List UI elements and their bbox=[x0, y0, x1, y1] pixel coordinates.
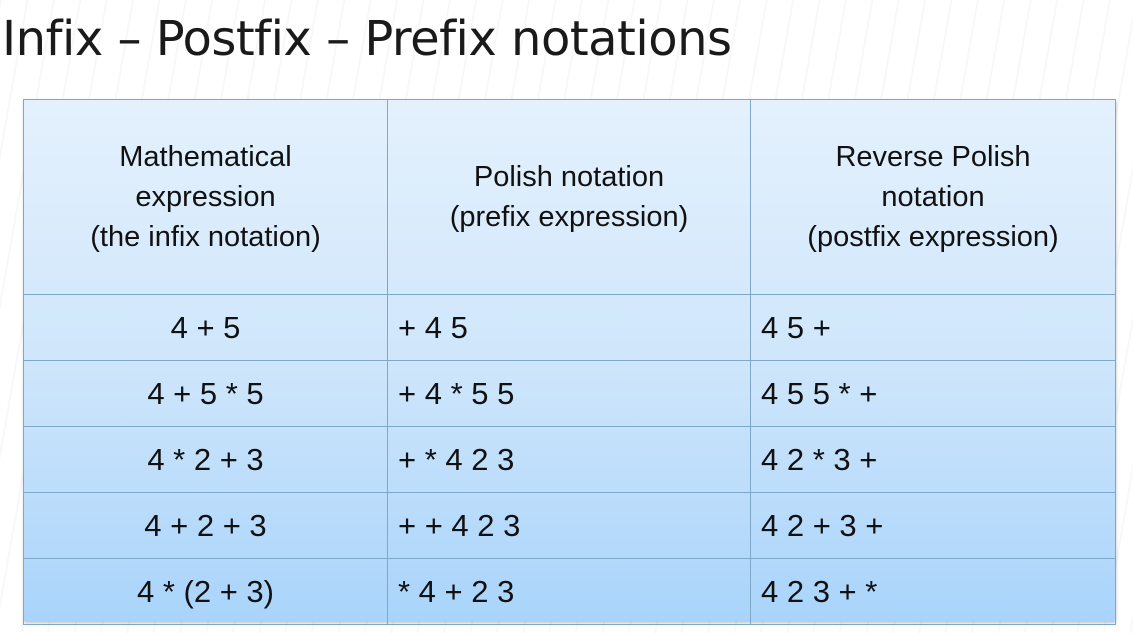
table-row: 4 * 2 + 3 + * 4 2 3 4 2 * 3 + bbox=[23, 426, 1116, 493]
postfix-cell: 4 5 + bbox=[750, 294, 1116, 361]
slide-title: Infix – Postfix – Prefix notations bbox=[2, 11, 732, 67]
header-postfix-line: notation bbox=[881, 181, 985, 213]
header-postfix-line: (postfix expression) bbox=[807, 221, 1059, 253]
header-postfix: Reverse Polish notation (postfix express… bbox=[750, 99, 1116, 295]
header-prefix: Polish notation (prefix expression) bbox=[387, 99, 751, 295]
header-infix-line: Mathematical bbox=[119, 141, 292, 173]
prefix-cell: + 4 * 5 5 bbox=[387, 360, 751, 427]
notation-table-container: Mathematical expression (the infix notat… bbox=[23, 99, 1116, 625]
infix-cell: 4 * (2 + 3) bbox=[23, 558, 388, 625]
table-row: 4 + 2 + 3 + + 4 2 3 4 2 + 3 + bbox=[23, 492, 1116, 559]
table-row: 4 + 5 + 4 5 4 5 + bbox=[23, 294, 1116, 361]
prefix-cell: * 4 + 2 3 bbox=[387, 558, 751, 625]
postfix-cell: 4 2 3 + * bbox=[750, 558, 1116, 625]
header-prefix-line: (prefix expression) bbox=[449, 201, 689, 233]
infix-cell: 4 + 2 + 3 bbox=[23, 492, 388, 559]
table-row: 4 + 5 * 5 + 4 * 5 5 4 5 5 * + bbox=[23, 360, 1116, 427]
prefix-cell: + * 4 2 3 bbox=[387, 426, 751, 493]
prefix-cell: + + 4 2 3 bbox=[387, 492, 751, 559]
postfix-cell: 4 2 * 3 + bbox=[750, 426, 1116, 493]
header-infix-line: (the infix notation) bbox=[90, 221, 321, 253]
header-infix-line: expression bbox=[135, 181, 276, 213]
infix-cell: 4 + 5 * 5 bbox=[23, 360, 388, 427]
postfix-cell: 4 5 5 * + bbox=[750, 360, 1116, 427]
header-prefix-line: Polish notation bbox=[473, 161, 665, 193]
notation-table: Mathematical expression (the infix notat… bbox=[23, 99, 1116, 625]
table-row: 4 * (2 + 3) * 4 + 2 3 4 2 3 + * bbox=[23, 558, 1116, 625]
table-header-row: Mathematical expression (the infix notat… bbox=[23, 99, 1116, 295]
header-postfix-line: Reverse Polish bbox=[835, 141, 1031, 173]
infix-cell: 4 * 2 + 3 bbox=[23, 426, 388, 493]
prefix-cell: + 4 5 bbox=[387, 294, 751, 361]
postfix-cell: 4 2 + 3 + bbox=[750, 492, 1116, 559]
header-infix: Mathematical expression (the infix notat… bbox=[23, 99, 388, 295]
infix-cell: 4 + 5 bbox=[23, 294, 388, 361]
